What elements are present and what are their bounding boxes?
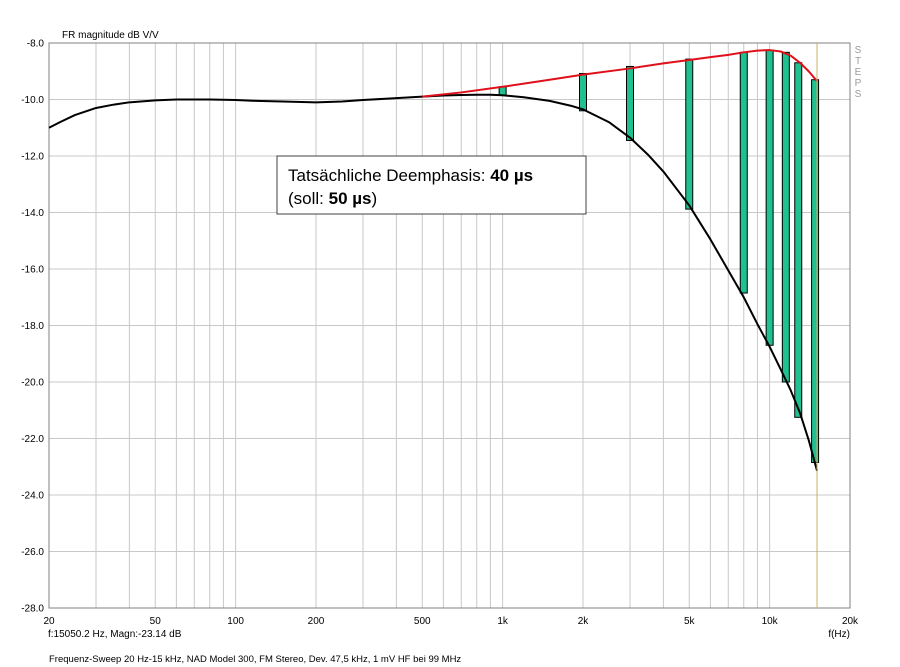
step-bar xyxy=(765,49,774,346)
step-bar xyxy=(626,65,635,141)
grid xyxy=(49,42,850,609)
x-tick-labels: 20 50 100 200 500 1k 2k 5k 10k 20k xyxy=(43,616,859,627)
step-bar xyxy=(811,79,820,464)
plot-frame xyxy=(48,42,851,609)
side-label-letter: T xyxy=(855,56,861,67)
x-axis-label: f(Hz) xyxy=(828,629,850,640)
footer-caption: Frequenz-Sweep 20 Hz-15 kHz, NAD Model 3… xyxy=(49,654,461,665)
x-tick-label: 500 xyxy=(414,616,431,627)
series-line xyxy=(422,49,818,98)
step-bar xyxy=(794,62,803,418)
annotation-line-2-suffix: ) xyxy=(372,189,378,208)
series-line xyxy=(48,93,818,471)
y-tick-label: -28.0 xyxy=(21,604,44,615)
x-tick-label: 50 xyxy=(150,616,162,627)
x-tick-label: 10k xyxy=(762,616,779,627)
step-bar xyxy=(739,51,748,294)
annotation-actual-value: 40 µs xyxy=(490,166,533,185)
y-tick-label: -10.0 xyxy=(21,95,44,106)
y-tick-label: -24.0 xyxy=(21,491,44,502)
x-tick-label: 200 xyxy=(308,616,325,627)
annotation-line-1: Tatsächliche Deemphasis: 40 µs xyxy=(288,166,533,185)
y-axis-label: FR magnitude dB V/V xyxy=(62,30,159,41)
annotation-box: Tatsächliche Deemphasis: 40 µs (soll: 50… xyxy=(276,155,587,215)
x-tick-label: 1k xyxy=(497,616,509,627)
series-lines xyxy=(48,49,818,471)
y-tick-label: -22.0 xyxy=(21,434,44,445)
annotation-line-2-prefix: (soll: xyxy=(288,189,329,208)
cursor-readout: f:15050.2 Hz, Magn:-23.14 dB xyxy=(48,629,182,640)
step-bars xyxy=(498,49,820,464)
x-tick-label: 20k xyxy=(842,616,859,627)
x-tick-label: 2k xyxy=(578,616,590,627)
step-bar xyxy=(781,51,790,383)
y-tick-label: -8.0 xyxy=(27,39,45,50)
step-bar xyxy=(579,73,587,112)
annotation-line-1-prefix: Tatsächliche Deemphasis: xyxy=(288,166,490,185)
y-tick-labels: -8.0 -10.0 -12.0 -14.0 -16.0 -18.0 -20.0 -22.0 -… xyxy=(21,39,44,615)
annotation-line-2: (soll: 50 µs) xyxy=(288,189,377,208)
x-tick-label: 20 xyxy=(43,616,55,627)
side-label-letter: S xyxy=(855,45,862,56)
side-label-letter: S xyxy=(855,89,862,100)
y-tick-label: -12.0 xyxy=(21,152,44,163)
x-tick-label: 5k xyxy=(684,616,696,627)
y-tick-label: -20.0 xyxy=(21,378,44,389)
y-tick-label: -16.0 xyxy=(21,265,44,276)
y-tick-label: -26.0 xyxy=(21,547,44,558)
x-tick-label: 100 xyxy=(227,616,244,627)
step-bar xyxy=(685,58,694,210)
annotation-target-value: 50 µs xyxy=(329,189,372,208)
side-label-letter: P xyxy=(855,78,862,89)
y-tick-label: -14.0 xyxy=(21,208,44,219)
side-label-letter: E xyxy=(855,67,862,78)
y-tick-label: -18.0 xyxy=(21,321,44,332)
